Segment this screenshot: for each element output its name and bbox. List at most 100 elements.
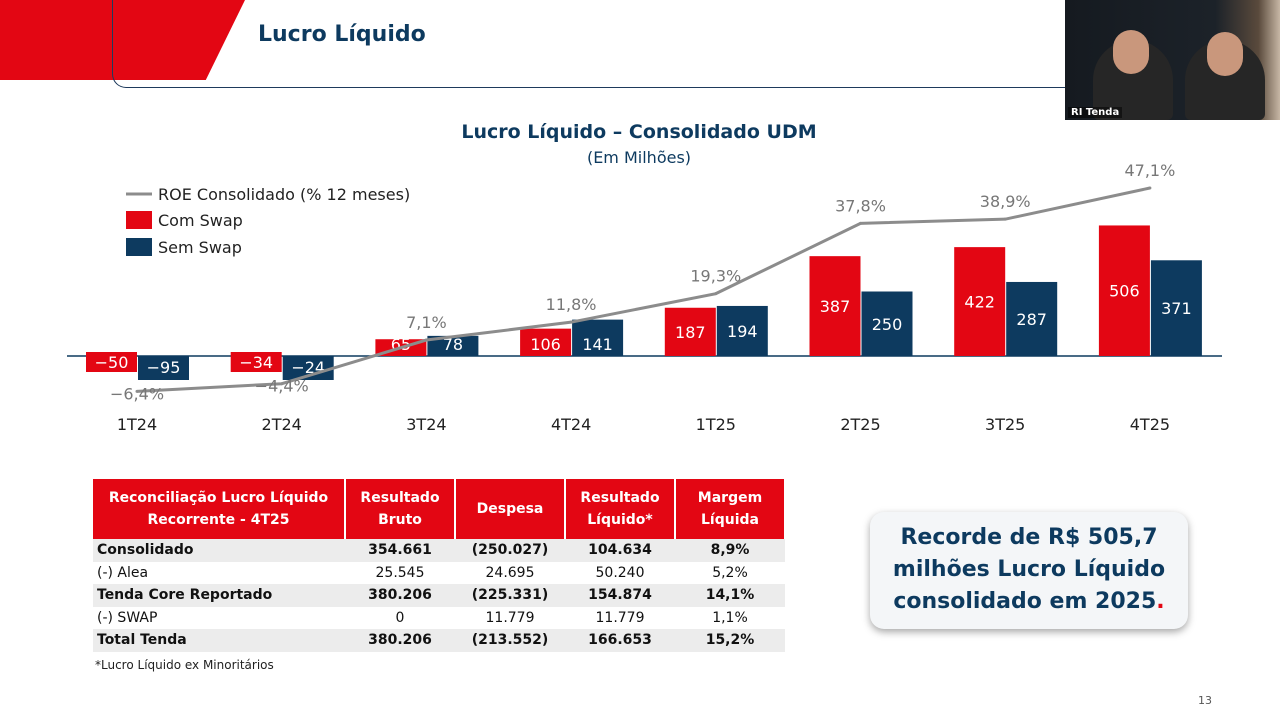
- table-cell: 0: [395, 609, 405, 626]
- table-cell: 11.779: [485, 609, 535, 626]
- bar-com-swap: [664, 307, 716, 356]
- table-cell: 104.634: [565, 539, 675, 562]
- bar-value-label: −34: [239, 353, 273, 372]
- legend-swatch-1: [126, 238, 152, 256]
- bar-sem-swap: [427, 335, 479, 356]
- profit-chart: Lucro Líquido – Consolidado UDM (Em Milh…: [67, 121, 1222, 434]
- table-cell: (-) Alea: [97, 564, 149, 581]
- table-cell: 1,1%: [712, 609, 748, 626]
- roe-point: [569, 320, 573, 324]
- slide-title: Lucro Líquido: [258, 22, 426, 47]
- table-cell: 25.545: [375, 564, 425, 581]
- chart-subtitle: (Em Milhões): [587, 148, 691, 167]
- table-cell: 166.653: [565, 629, 675, 652]
- bar-com-swap: [520, 328, 572, 356]
- bar-value-label: −50: [95, 353, 129, 372]
- x-tick-label: 2T24: [262, 415, 302, 434]
- bar-value-label: 106: [530, 335, 561, 354]
- chart-legend: ROE Consolidado (% 12 meses) Com Swap Sem …: [126, 185, 410, 257]
- legend-swatch-0: [126, 211, 152, 229]
- x-tick-label: 1T24: [117, 415, 157, 434]
- x-tick-label: 3T24: [406, 415, 446, 434]
- table-header: Resultado Bruto: [345, 479, 456, 539]
- title-bar-frame: [112, 0, 1112, 88]
- bar-value-label: 187: [675, 323, 706, 342]
- roe-point: [280, 382, 284, 386]
- bar-value-label: 250: [872, 315, 903, 334]
- roe-point: [424, 338, 428, 342]
- table-header: Reconciliação Lucro Líquido Recorrente -…: [93, 479, 346, 539]
- bar-value-label: 422: [964, 293, 995, 312]
- roe-label: 11,8%: [546, 295, 597, 314]
- bar-com-swap: [230, 352, 282, 372]
- x-tick-label: 3T25: [985, 415, 1025, 434]
- roe-label: 38,9%: [980, 192, 1031, 211]
- presenter-2-head: [1207, 32, 1243, 76]
- table-cell: 50.240: [595, 564, 645, 581]
- bar-value-label: 194: [727, 322, 758, 341]
- table-cell: (250.027): [455, 539, 565, 562]
- record-callout: Recorde de R$ 505,7 milhões Lucro Líquid…: [870, 512, 1188, 629]
- reconciliation-table: Reconciliação Lucro Líquido Recorrente -…: [93, 479, 786, 652]
- x-tick-label: 2T25: [840, 415, 880, 434]
- table-cell: (225.331): [455, 584, 565, 607]
- table-header: Resultado Líquido*: [565, 479, 676, 539]
- bar-sem-swap: [1150, 260, 1202, 356]
- roe-label: 37,8%: [835, 196, 886, 215]
- bar-com-swap: [86, 352, 137, 372]
- table-cell: 380.206: [345, 629, 455, 652]
- roe-label: 19,3%: [690, 267, 741, 286]
- table-cell: Tenda Core Reportado: [93, 584, 345, 607]
- table-row: (-) Alea 25.545 24.695 50.240 5,2%: [93, 562, 785, 585]
- bar-value-label: −95: [147, 358, 181, 377]
- bar-sem-swap: [138, 356, 189, 380]
- legend-label-roe: ROE Consolidado (% 12 meses): [158, 185, 410, 204]
- roe-point: [1148, 186, 1152, 190]
- roe-label: 7,1%: [406, 313, 447, 332]
- table-cell: 8,9%: [675, 539, 785, 562]
- table-header: Despesa: [455, 479, 566, 539]
- chart-title: Lucro Líquido – Consolidado UDM: [461, 121, 816, 143]
- table-cell: Total Tenda: [93, 629, 345, 652]
- bar-value-label: 141: [582, 335, 613, 354]
- table-cell: 154.874: [565, 584, 675, 607]
- bar-com-swap: [1098, 225, 1150, 356]
- bar-value-label: 506: [1109, 282, 1140, 301]
- table-row: (-) SWAP 0 11.779 11.779 1,1%: [93, 607, 785, 630]
- table-row: Tenda Core Reportado 380.206 (225.331) 154.…: [93, 584, 785, 607]
- page-number: 13: [1198, 694, 1212, 707]
- callout-text: Recorde de R$ 505,7 milhões Lucro Líquid…: [892, 525, 1166, 614]
- table-cell: (-) SWAP: [97, 609, 158, 626]
- x-tick-label: 4T25: [1130, 415, 1170, 434]
- roe-point: [714, 292, 718, 296]
- table-cell: Consolidado: [93, 539, 345, 562]
- roe-point: [135, 389, 139, 393]
- table-header: Margem Líquida: [675, 479, 786, 539]
- roe-label: −6,4%: [110, 384, 164, 403]
- table-cell: 15,2%: [675, 629, 785, 652]
- legend-label-1: Sem Swap: [158, 238, 242, 257]
- table-cell: 24.695: [485, 564, 535, 581]
- bar-com-swap: [809, 256, 861, 356]
- legend-label-0: Com Swap: [158, 211, 243, 230]
- table-cell: 380.206: [345, 584, 455, 607]
- table-cell: 11.779: [595, 609, 645, 626]
- bar-sem-swap: [861, 291, 913, 356]
- bar-value-label: 371: [1161, 299, 1192, 318]
- webcam-video: RI Tenda: [1065, 0, 1280, 120]
- bar-sem-swap: [716, 305, 768, 356]
- table-cell: 14,1%: [675, 584, 785, 607]
- bar-sem-swap: [1006, 281, 1058, 356]
- presenter-1-head: [1113, 30, 1149, 74]
- bar-sem-swap: [572, 319, 624, 356]
- x-tick-label: 4T24: [551, 415, 591, 434]
- table-row: Consolidado 354.661 (250.027) 104.634 8,9%: [93, 539, 785, 562]
- roe-point: [1003, 217, 1007, 221]
- roe-line: [136, 186, 1151, 393]
- bar-value-label: 287: [1016, 310, 1047, 329]
- roe-label: −4,4%: [255, 377, 309, 396]
- table-row: Total Tenda 380.206 (213.552) 166.653 15,2%: [93, 629, 785, 652]
- table-cell: 5,2%: [712, 564, 748, 581]
- webcam-label: RI Tenda: [1068, 107, 1123, 118]
- x-tick-label: 1T25: [696, 415, 736, 434]
